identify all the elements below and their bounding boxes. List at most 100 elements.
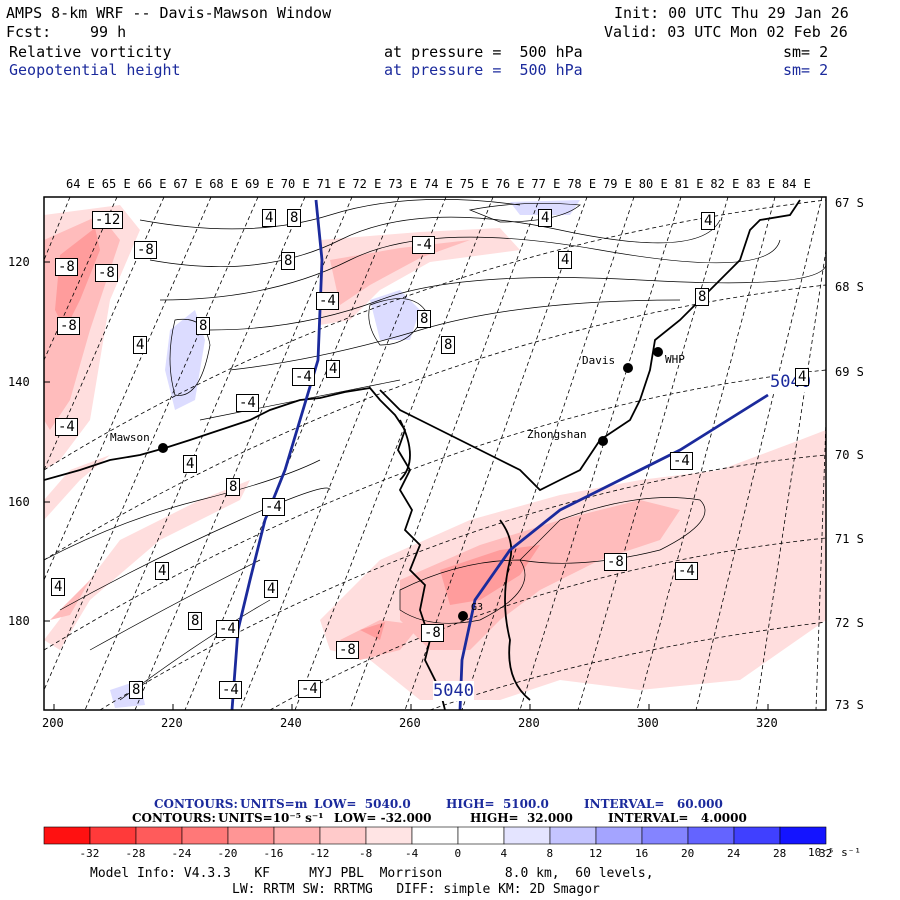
field1-name: Relative vorticity [9,43,172,61]
vorticity-contour-label: 8 [281,252,296,270]
x-tick-label: 220 [161,716,183,730]
longitude-label: 80 E [638,177,668,191]
colorbar-tick-label: 12 [589,847,603,860]
longitude-label: 67 E [173,177,203,191]
colorbar-swatch [89,826,137,845]
colorbar-swatch [365,826,413,845]
vorticity-contour-label: -8 [134,241,157,259]
colorbar-swatch [687,826,735,845]
vorticity-contour-label: -8 [604,553,627,571]
vorticity-contours-high: HIGH= 32.000 [470,811,573,825]
colorbar-tick-label: -32 [79,847,100,860]
vorticity-contour-label: -8 [95,264,118,282]
station-marker-mawson [158,443,168,453]
vorticity-contour-label: 4 [701,212,716,230]
colorbar-tick-label: 16 [635,847,649,860]
colorbar-tick-label: -12 [309,847,330,860]
station-label-g3: G3 [471,602,484,613]
init-time: Init: 00 UTC Thu 29 Jan 26 [614,4,849,22]
colorbar-swatch [779,826,827,845]
vorticity-contour-label: 8 [441,336,456,354]
map-plot-area [44,197,826,710]
forecast-hour-value: 99 h [90,23,127,41]
vorticity-contour-label: -4 [292,368,315,386]
colorbar-swatch [549,826,597,845]
forecast-hour-label: Fcst: [6,23,52,41]
latitude-label: 67 S [835,196,864,210]
station-marker-davis [623,363,633,373]
vorticity-contour-label: 4 [264,580,279,598]
colorbar [43,826,827,845]
vorticity-contour-label: 4 [538,209,553,227]
height-contours-interval: INTERVAL= 60.000 [584,797,723,811]
colorbar-swatch [411,826,459,845]
height-contours-label: CONTOURS: [154,797,238,811]
longitude-label: 66 E [137,177,167,191]
x-tick-label: 260 [399,716,421,730]
vorticity-contour-label: -8 [421,624,444,642]
vorticity-contour-label: 4 [326,360,341,378]
vorticity-contour-label: 4 [183,455,198,473]
vorticity-contour-label: 4 [155,562,170,580]
station-marker-zhongshan [598,436,608,446]
chart-title: AMPS 8-km WRF -- Davis-Mawson Window [6,4,332,22]
vorticity-contour-label: 8 [287,209,302,227]
vorticity-contour-label: 4 [133,336,148,354]
longitude-label: 69 E [245,177,274,191]
height-contours-units: UNITS=m [240,797,308,811]
vorticity-contour-label: 4 [51,578,66,596]
vorticity-contour-label: 8 [196,317,211,335]
vorticity-contours-interval: INTERVAL= 4.0000 [608,811,747,825]
vorticity-contours-low: LOW= -32.000 [334,811,432,825]
vorticity-contour-label: -4 [219,681,242,699]
y-tick-label: 160 [8,495,30,509]
valid-time: Valid: 03 UTC Mon 02 Feb 26 [604,23,848,41]
longitude-label: 75 E [459,177,489,191]
colorbar-swatch [227,826,275,845]
y-tick-label: 140 [8,375,30,389]
physics-info: LW: RRTM SW: RRTMG DIFF: simple KM: 2D S… [232,882,600,897]
colorbar-tick-label: 24 [727,847,741,860]
colorbar-swatch [595,826,643,845]
y-tick-label: 120 [8,255,30,269]
vorticity-contour-label: -4 [262,498,285,516]
colorbar-tick-label: 0 [454,847,462,860]
vorticity-contour-label: 4 [795,368,810,386]
height-contour-label: 5040 [433,681,474,701]
height-contours-low: LOW= 5040.0 [314,797,411,811]
colorbar-tick-label: 20 [681,847,695,860]
vorticity-contour-label: 8 [695,288,710,306]
plot-frame [43,196,827,711]
colorbar-tick-label: -24 [171,847,192,860]
vorticity-contour-label: 4 [558,251,573,269]
vorticity-contour-label: 8 [417,310,432,328]
axis-ticks [44,261,769,710]
latitude-label: 71 S [835,532,864,546]
colorbar-tick-label: 32 [819,847,833,860]
colorbar-tick-label: -20 [217,847,238,860]
vorticity-contour-label: -4 [216,620,239,638]
vorticity-contour-label: -8 [55,258,78,276]
x-tick-label: 240 [280,716,302,730]
station-label-zhongshan: Zhongshan [527,428,587,441]
longitude-label: 64 E [66,177,95,191]
vorticity-contour-label: -4 [236,394,259,412]
field2-name: Geopotential height [9,61,181,79]
vorticity-contours-units: UNITS=10⁻⁵ s⁻¹ [218,811,324,825]
model-info: Model Info: V4.3.3 KF MYJ PBL Morrison 8… [90,866,654,881]
meridian-lines [44,197,826,710]
longitude-label: 83 E [746,177,776,191]
vorticity-contour-label: -4 [675,562,698,580]
vorticity-contour-label: -4 [55,418,78,436]
colorbar-tick-label: -8 [359,847,373,860]
vorticity-contours-label: CONTOURS: [132,811,216,825]
field1-smoothing: sm= 2 [783,43,829,61]
station-marker-whp [653,347,663,357]
vorticity-contour-label: -8 [57,317,80,335]
longitude-label: 78 E [567,177,597,191]
field1-level: at pressure = 500 hPa [384,43,583,61]
vorticity-contour-label: -4 [298,680,321,698]
colorbar-swatch [457,826,505,845]
longitude-label: 79 E [603,177,632,191]
